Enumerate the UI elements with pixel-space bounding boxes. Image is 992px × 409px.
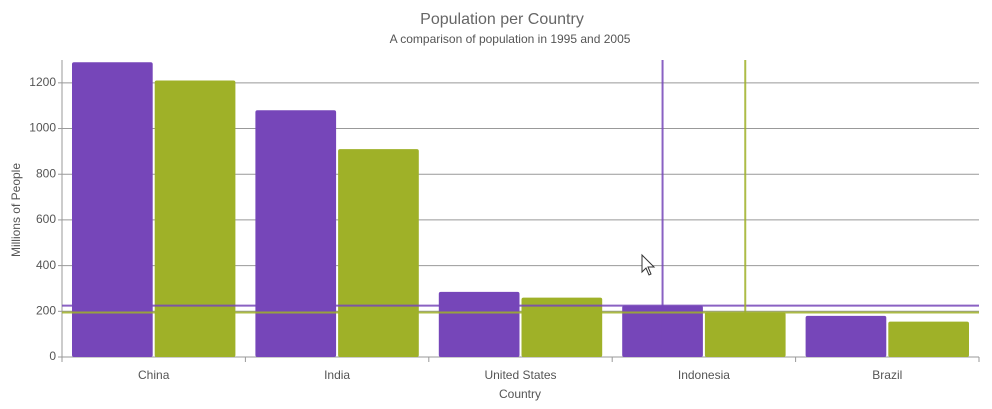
plot-area: 0 200 400 600 800 1000 1200 China India United St… <box>29 60 980 382</box>
y-tick-label: 1000 <box>29 121 56 135</box>
x-tick-label: China <box>138 368 170 382</box>
cursor <box>641 253 656 276</box>
y-axis-title: Millions of People <box>9 163 23 257</box>
bar <box>805 315 887 357</box>
x-axis-title: Country <box>499 387 541 401</box>
y-tick-label: 200 <box>36 303 56 317</box>
x-tick-label: United States <box>484 368 556 382</box>
y-tick-label: 0 <box>49 349 56 363</box>
bar <box>72 62 153 358</box>
x-tick-label: Brazil <box>872 368 902 382</box>
bar <box>888 321 969 357</box>
chart-title: Population per Country <box>420 11 584 28</box>
y-tick-label: 1200 <box>29 75 56 89</box>
bar <box>338 149 419 357</box>
y-tick-label: 600 <box>36 212 56 226</box>
x-tick-label: India <box>324 368 350 382</box>
bar <box>438 291 520 357</box>
y-tick-label: 400 <box>36 258 56 272</box>
y-tick-label: 800 <box>36 166 56 180</box>
chart-subtitle: A comparison of population in 1995 and 2… <box>390 32 631 46</box>
bar <box>154 80 236 358</box>
bar <box>255 110 337 357</box>
x-tick-label: Indonesia <box>678 368 730 382</box>
